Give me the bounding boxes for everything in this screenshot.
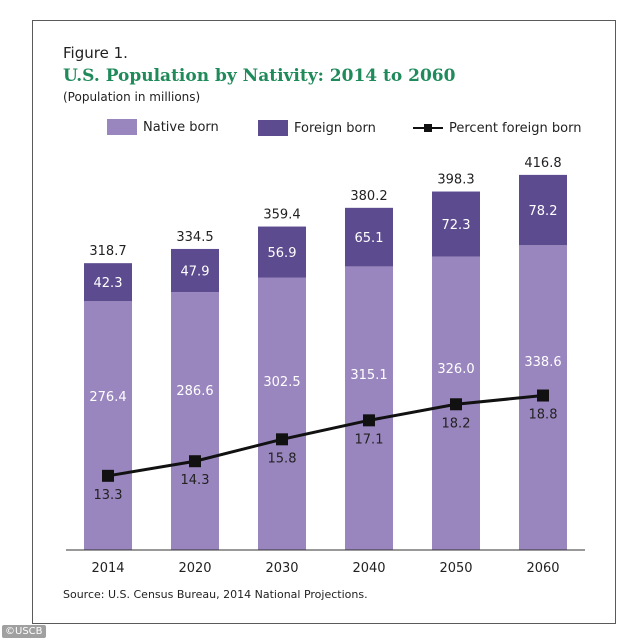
- bar-foreign-born-2040: [345, 207, 393, 267]
- bar-native-born-2030: [258, 277, 306, 550]
- x-tick-label: 2040: [352, 561, 385, 576]
- line-percent-foreign-born: [107, 394, 544, 478]
- data-label-total: 416.8: [524, 156, 561, 171]
- x-tick-label: 2014: [91, 561, 124, 576]
- marker-percent-foreign-born: [189, 455, 201, 468]
- data-label-native-born: 276.4: [89, 390, 126, 405]
- data-label-percent-foreign-born: 15.8: [268, 451, 297, 466]
- bar-native-born-2040: [345, 266, 393, 550]
- marker-percent-foreign-born: [276, 433, 288, 446]
- data-label-percent-foreign-born: 14.3: [181, 473, 210, 488]
- data-label-percent-foreign-born: 18.8: [529, 408, 558, 423]
- x-tick-label: 2060: [526, 561, 559, 576]
- x-tick-label: 2050: [439, 561, 472, 576]
- marker-percent-foreign-born: [450, 398, 462, 411]
- data-label-native-born: 302.5: [263, 375, 300, 390]
- data-label-percent-foreign-born: 18.2: [442, 416, 471, 431]
- bar-foreign-born-2030: [258, 226, 306, 278]
- data-label-total: 398.3: [437, 173, 474, 188]
- x-tick-label: 2020: [178, 561, 211, 576]
- data-label-foreign-born: 56.9: [268, 246, 297, 261]
- data-label-foreign-born: 47.9: [181, 265, 210, 280]
- chart-subtitle: (Population in millions): [63, 90, 201, 104]
- bar-foreign-born-2020: [171, 248, 219, 293]
- data-label-total: 359.4: [263, 208, 300, 223]
- marker-percent-foreign-born: [537, 389, 549, 402]
- data-label-native-born: 315.1: [350, 368, 387, 383]
- data-label-percent-foreign-born: 17.1: [355, 432, 384, 447]
- bar-foreign-born-2014: [84, 263, 132, 302]
- bar-native-born-2020: [171, 292, 219, 550]
- data-label-foreign-born: 65.1: [355, 231, 384, 246]
- marker-percent-foreign-born: [102, 469, 114, 482]
- data-label-native-born: 338.6: [524, 355, 561, 370]
- data-label-total: 318.7: [89, 244, 126, 259]
- data-label-native-born: 286.6: [176, 384, 213, 399]
- data-label-foreign-born: 72.3: [442, 218, 471, 233]
- bar-foreign-born-2060: [519, 174, 567, 246]
- figure-label: Figure 1.: [63, 44, 128, 62]
- source-note: Source: U.S. Census Bureau, 2014 Nationa…: [63, 588, 368, 601]
- data-label-foreign-born: 78.2: [529, 204, 558, 219]
- bar-foreign-born-2050: [432, 191, 480, 257]
- data-label-total: 380.2: [350, 189, 387, 204]
- marker-percent-foreign-born: [363, 414, 375, 427]
- data-label-native-born: 326.0: [437, 362, 474, 377]
- data-label-percent-foreign-born: 13.3: [94, 488, 123, 503]
- data-label-total: 334.5: [176, 230, 213, 245]
- x-tick-label: 2030: [265, 561, 298, 576]
- chart-title: U.S. Population by Nativity: 2014 to 206…: [63, 66, 456, 86]
- watermark: ©USCB: [2, 625, 46, 638]
- bar-native-born-2014: [84, 301, 132, 550]
- data-label-foreign-born: 42.3: [94, 276, 123, 291]
